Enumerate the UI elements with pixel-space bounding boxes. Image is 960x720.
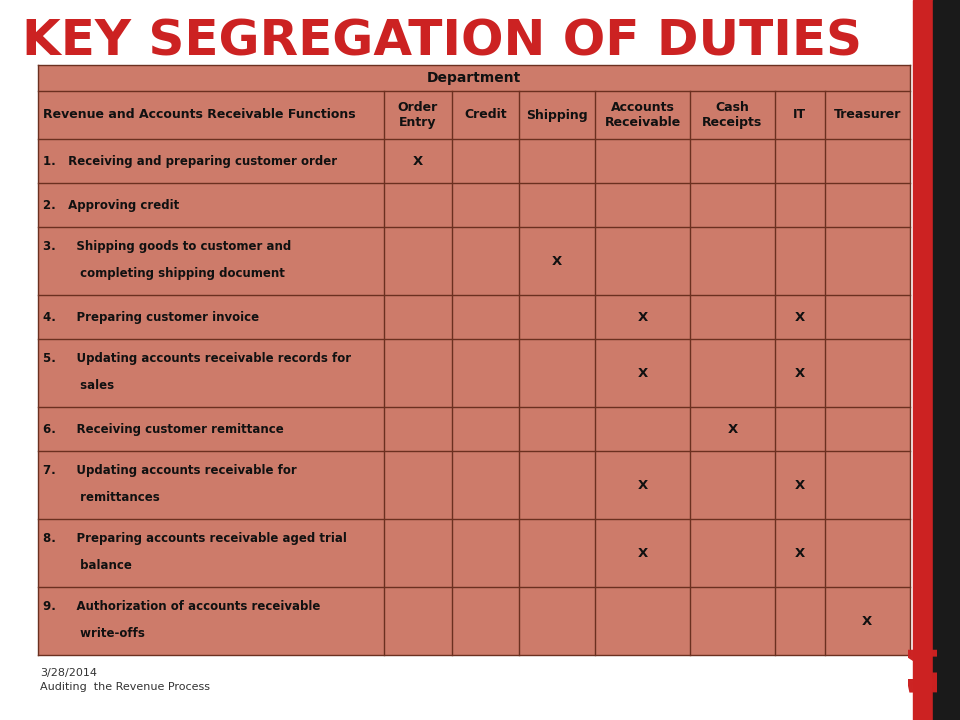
Text: write-offs: write-offs [43, 627, 145, 640]
Text: X: X [795, 479, 805, 492]
Text: 3/28/2014: 3/28/2014 [40, 668, 97, 678]
Text: Credit: Credit [464, 109, 507, 122]
Text: 4.     Preparing customer invoice: 4. Preparing customer invoice [43, 311, 259, 324]
Text: 6.     Receiving customer remittance: 6. Receiving customer remittance [43, 423, 284, 436]
Text: Order
Entry: Order Entry [397, 101, 438, 129]
Bar [933, 0, 960, 720]
Text: sales: sales [43, 379, 114, 392]
Text: Department: Department [427, 71, 521, 85]
Text: Shipping: Shipping [526, 109, 588, 122]
Text: 7.     Updating accounts receivable for: 7. Updating accounts receivable for [43, 464, 297, 477]
Text: X: X [795, 546, 805, 559]
Text: Auditing  the Revenue Process: Auditing the Revenue Process [40, 682, 210, 692]
Text: Revenue and Accounts Receivable Functions: Revenue and Accounts Receivable Function… [43, 109, 355, 122]
Text: X: X [413, 155, 423, 168]
Bar [38, 65, 910, 655]
Text: Accounts
Receivable: Accounts Receivable [605, 101, 681, 129]
Text: X: X [637, 546, 648, 559]
Text: 1.   Receiving and preparing customer order: 1. Receiving and preparing customer orde… [43, 155, 337, 168]
Text: IT: IT [793, 109, 806, 122]
Text: 2.   Approving credit: 2. Approving credit [43, 199, 180, 212]
Text: KEY SEGREGATION OF DUTIES: KEY SEGREGATION OF DUTIES [22, 18, 862, 66]
Text: X: X [795, 366, 805, 379]
Text: X: X [637, 479, 648, 492]
Text: Cash
Receipts: Cash Receipts [703, 101, 762, 129]
Text: X: X [637, 311, 648, 324]
Text: 8.     Preparing accounts receivable aged trial: 8. Preparing accounts receivable aged tr… [43, 532, 347, 545]
Bar [913, 0, 933, 720]
Text: X: X [552, 255, 563, 268]
Text: 9.     Authorization of accounts receivable: 9. Authorization of accounts receivable [43, 600, 321, 613]
Text: remittances: remittances [43, 491, 159, 504]
Text: X: X [795, 311, 805, 324]
Text: 5.     Updating accounts receivable records for: 5. Updating accounts receivable records … [43, 352, 351, 365]
Text: X: X [862, 615, 873, 628]
Text: 3.     Shipping goods to customer and: 3. Shipping goods to customer and [43, 240, 291, 253]
Text: Treasurer: Treasurer [833, 109, 901, 122]
Text: balance: balance [43, 559, 132, 572]
Text: X: X [728, 423, 737, 436]
Text: 14: 14 [904, 638, 942, 692]
Text: X: X [637, 366, 648, 379]
Text: completing shipping document: completing shipping document [43, 267, 285, 280]
